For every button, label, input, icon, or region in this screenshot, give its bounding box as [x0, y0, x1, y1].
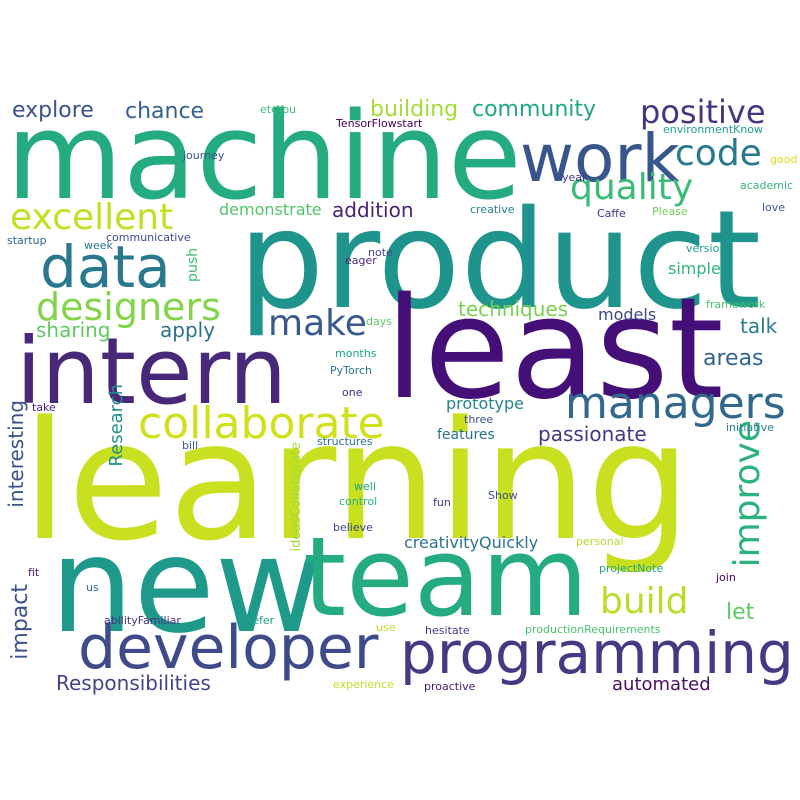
- word-quality: quality: [570, 167, 694, 208]
- word-journey: journey: [183, 149, 225, 162]
- word-fit: fit: [28, 566, 40, 579]
- word-product: product: [238, 182, 762, 340]
- word-take: take: [32, 401, 56, 414]
- word-community: community: [472, 97, 597, 122]
- word-abilityfamiliar: abilityFamiliar: [104, 614, 181, 627]
- word-academic: academic: [740, 179, 794, 192]
- word-structures: structures: [317, 435, 373, 448]
- word-apply: apply: [160, 318, 216, 342]
- word-explore: explore: [12, 98, 94, 123]
- word-building: building: [370, 97, 459, 122]
- word-let: let: [726, 600, 755, 625]
- word-techniques: techniques: [458, 297, 569, 321]
- word-control: control: [339, 495, 378, 508]
- word-improve: improve: [727, 420, 768, 568]
- word-us: us: [86, 581, 99, 594]
- word-personal: personal: [576, 535, 624, 548]
- word-prefer: prefer: [241, 614, 275, 627]
- word-responsibilities: Responsibilities: [56, 671, 211, 695]
- word-eager: eager: [345, 254, 377, 267]
- word-creativityquickly: creativityQuickly: [404, 533, 539, 552]
- word-least: least: [385, 268, 724, 431]
- word-one: one: [342, 386, 363, 399]
- word-show: Show: [488, 489, 518, 502]
- word-proactive: proactive: [424, 680, 476, 693]
- word-programming: programming: [400, 619, 794, 687]
- word-sharing: sharing: [36, 318, 111, 342]
- word-machine: machine: [6, 88, 522, 227]
- word-creative: creative: [470, 203, 515, 216]
- word-designers: designers: [36, 285, 221, 329]
- word-prototype: prototype: [446, 394, 524, 413]
- word-week: week: [84, 239, 113, 252]
- word-data: data: [40, 233, 171, 301]
- word-models: models: [598, 305, 657, 324]
- word-environmentknow: environmentKnow: [663, 123, 763, 136]
- word-push: push: [185, 248, 201, 282]
- word-developer: developer: [78, 613, 379, 683]
- word-projectnote: projectNote: [599, 562, 664, 575]
- word-collaborate: collaborate: [138, 398, 385, 449]
- word-new: new: [50, 509, 323, 663]
- word-tensorflowstart: TensorFlowstart: [336, 117, 423, 130]
- word-managers: managers: [565, 378, 786, 429]
- word-join: join: [716, 571, 736, 584]
- word-team: team: [303, 513, 589, 641]
- word-note: note: [368, 246, 393, 259]
- word-three: three: [464, 413, 494, 426]
- word-etcyou: etcYou: [260, 103, 297, 116]
- word-code: code: [675, 133, 762, 174]
- word-make: make: [268, 303, 367, 344]
- word-hesitate: hesitate: [425, 624, 470, 637]
- word-experience: experience: [333, 678, 394, 691]
- word-use: use: [376, 621, 396, 634]
- word-work: work: [520, 120, 680, 197]
- word-intern: intern: [16, 318, 288, 425]
- word-fun: fun: [433, 496, 451, 509]
- word-please: Please: [652, 205, 688, 218]
- word-interesting: interesting: [4, 400, 28, 508]
- word-features: features: [437, 427, 495, 443]
- word-ideascollaborate: ideasCollaborate: [289, 442, 304, 552]
- word-framework: framework: [706, 298, 766, 311]
- word-learning: learning: [22, 386, 692, 577]
- word-productionrequirements: productionRequirements: [525, 623, 661, 636]
- word-areas: areas: [703, 346, 764, 371]
- word-love: love: [762, 201, 786, 214]
- word-pytorch: PyTorch: [330, 364, 373, 377]
- word-days: days: [366, 315, 392, 328]
- word-caffe: Caffe: [597, 207, 626, 220]
- word-communicative: communicative: [106, 231, 191, 244]
- word-passionate: passionate: [538, 422, 647, 446]
- word-build: build: [600, 581, 689, 622]
- word-positive: positive: [640, 93, 766, 131]
- word-automated: automated: [612, 674, 711, 695]
- word-believe: believe: [333, 521, 373, 534]
- word-research: Research: [106, 384, 127, 467]
- word-version: version: [686, 242, 727, 255]
- word-excellent: excellent: [10, 197, 174, 238]
- word-startup: startup: [7, 234, 47, 247]
- word-well: well: [354, 480, 376, 493]
- word-initiative: initiative: [726, 421, 774, 434]
- word-chance: chance: [125, 99, 205, 124]
- word-simple: simple: [668, 259, 721, 278]
- word-impact: impact: [8, 584, 33, 660]
- word-talk: talk: [740, 314, 778, 338]
- word-good: good: [770, 153, 798, 166]
- word-demonstrate: demonstrate: [219, 200, 322, 219]
- word-months: months: [335, 347, 377, 360]
- word-bill: bill: [182, 439, 199, 452]
- word-year: year: [562, 171, 587, 184]
- word-addition: addition: [332, 198, 414, 222]
